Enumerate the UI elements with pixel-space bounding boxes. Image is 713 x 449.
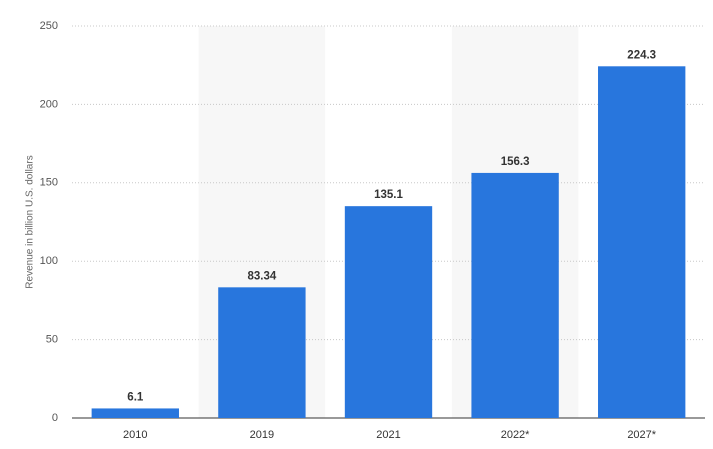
bar [91,408,179,418]
x-tick-label: 2027* [627,429,656,441]
x-tick-label: 2021 [376,429,400,441]
y-tick-label: 0 [52,412,58,424]
y-tick-label: 100 [40,255,58,267]
x-tick-label: 2010 [123,429,147,441]
bar [344,206,433,418]
y-tick-label: 200 [40,98,58,110]
y-tick-label: 50 [46,334,58,346]
value-label: 135.1 [374,189,403,201]
y-tick-label: 150 [40,177,58,189]
value-label: 224.3 [627,49,656,61]
y-axis-label: Revenue in billion U.S. dollars [25,155,36,288]
value-label: 6.1 [127,391,144,403]
value-label: 83.34 [248,270,277,282]
bar [471,172,559,418]
y-tick-label: 250 [40,20,58,32]
bar [598,66,686,418]
x-tick-label: 2022* [501,429,530,441]
x-tick-label: 2019 [250,429,274,441]
bar [218,287,306,418]
value-label: 156.3 [501,156,530,168]
